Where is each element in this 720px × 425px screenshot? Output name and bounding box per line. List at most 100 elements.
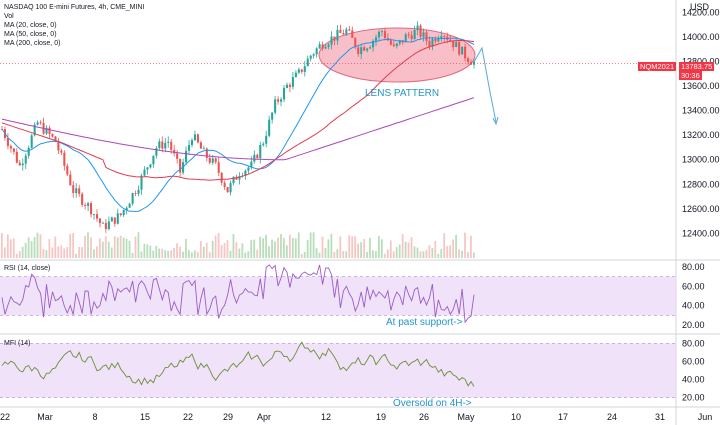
volume-bar xyxy=(107,241,110,258)
candle-body xyxy=(377,31,381,38)
time-tick-label: May xyxy=(457,412,475,422)
volume-bar xyxy=(259,236,262,258)
study-ma20[interactable]: MA (20, close, 0) xyxy=(4,22,57,29)
volume-bar xyxy=(241,243,244,258)
volume-bar xyxy=(360,242,362,258)
volume-bar xyxy=(244,252,247,258)
time-tick-label: 22 xyxy=(183,412,193,422)
mfi-tick-label: 20.00 xyxy=(682,393,705,403)
candle-body xyxy=(360,47,363,55)
volume-bar xyxy=(300,253,303,258)
candle-body xyxy=(72,185,75,193)
volume-bar xyxy=(164,250,167,258)
volume-bar xyxy=(158,248,161,258)
volume-bar xyxy=(366,251,368,258)
candle-body xyxy=(98,218,102,224)
rsi-tick-label: 20.00 xyxy=(682,320,705,330)
price-tick-label: 12600.00 xyxy=(682,204,720,214)
volume-bar xyxy=(378,236,380,258)
time-tick-label: 12 xyxy=(321,412,331,422)
candle-body xyxy=(6,137,9,146)
candle-body xyxy=(288,84,291,87)
volume-bar xyxy=(190,252,193,258)
candle-body xyxy=(107,221,110,230)
candle-body xyxy=(232,176,235,184)
candle-body xyxy=(366,48,369,51)
volume-bar xyxy=(398,244,401,258)
volume-bar xyxy=(223,242,226,258)
candle-body xyxy=(461,46,464,55)
candle-body xyxy=(277,99,280,102)
volume-bar xyxy=(434,240,437,258)
volume-bar xyxy=(274,241,276,258)
volume-bar xyxy=(199,241,202,258)
candle-body xyxy=(18,162,21,166)
mfi-line xyxy=(1,341,475,387)
candle-body xyxy=(458,41,461,55)
volume-bar xyxy=(185,238,187,258)
volume-bar xyxy=(351,236,354,258)
volume-bar xyxy=(285,245,288,258)
candle-body xyxy=(372,40,375,48)
candle-body xyxy=(425,32,428,41)
candle-body xyxy=(348,29,351,31)
candle-body xyxy=(238,176,241,180)
candle-body xyxy=(158,141,161,149)
volume-bar xyxy=(84,235,86,258)
volume-bar xyxy=(262,238,265,258)
volume-bar xyxy=(333,251,336,258)
lens-pattern-note: LENS PATTERN xyxy=(365,88,440,99)
volume-bar xyxy=(36,232,39,258)
volume-bar xyxy=(152,250,155,258)
volume-bar xyxy=(119,235,122,258)
time-tick-label: Apr xyxy=(257,412,271,422)
study-vol[interactable]: Vol xyxy=(4,13,14,20)
time-tick-label: Mar xyxy=(37,412,53,422)
candle-body xyxy=(193,134,196,141)
candle-body xyxy=(342,33,345,35)
volume-bar xyxy=(9,239,12,258)
ma50-line xyxy=(1,39,475,181)
candle-body xyxy=(407,34,410,36)
candle-body xyxy=(95,214,99,219)
volume-bar xyxy=(66,247,69,258)
volume-bar xyxy=(173,247,175,258)
candle-body xyxy=(122,210,125,216)
volume-bar xyxy=(401,234,404,258)
candle-body xyxy=(244,170,247,176)
volume-bar xyxy=(294,238,297,258)
candle-body xyxy=(363,47,366,51)
mfi-pane-label[interactable]: MFI (14) xyxy=(4,340,31,347)
candle-body xyxy=(27,147,30,156)
candle-body xyxy=(247,167,250,171)
volume-bar xyxy=(431,248,434,258)
volume-bar xyxy=(392,251,395,258)
candle-body xyxy=(48,127,51,135)
candle-body xyxy=(24,155,27,164)
volume-bar xyxy=(256,249,259,258)
volume-bar xyxy=(271,239,273,258)
study-ma200[interactable]: MA (200, close, 0) xyxy=(4,40,61,47)
volume-bar xyxy=(179,246,181,258)
candle-body xyxy=(137,189,140,194)
candle-body xyxy=(119,213,122,216)
mfi-tick-label: 40.00 xyxy=(682,375,705,385)
volume-bar xyxy=(339,236,342,258)
volume-bar xyxy=(98,238,101,258)
candle-body xyxy=(167,141,170,143)
candle-body xyxy=(170,141,173,150)
candle-body xyxy=(336,29,339,41)
volume-bar xyxy=(69,233,72,258)
mfi-tick-label: 80.00 xyxy=(682,338,705,348)
candle-body xyxy=(404,34,407,43)
study-ma50[interactable]: MA (50, close, 0) xyxy=(4,31,57,38)
rsi-pane-label[interactable]: RSI (14, close) xyxy=(4,265,51,272)
volume-bar xyxy=(247,251,250,258)
candle-body xyxy=(140,175,143,190)
candle-body xyxy=(265,135,268,144)
price-tick-label: 14000.00 xyxy=(682,32,720,42)
price-tick-label: 13800.00 xyxy=(682,56,720,66)
candle-body xyxy=(306,58,309,67)
candle-body xyxy=(318,44,321,49)
